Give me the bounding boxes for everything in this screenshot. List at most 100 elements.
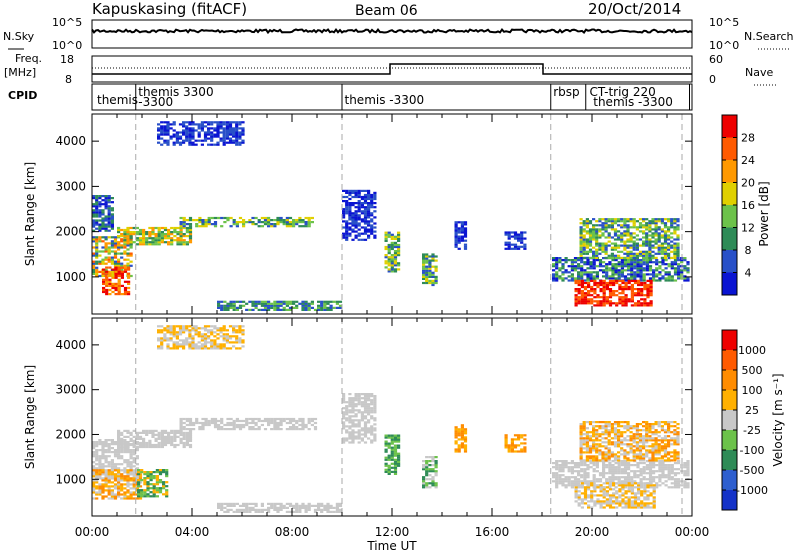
cpid-text: rbsp xyxy=(553,85,579,99)
data-cell xyxy=(342,220,346,223)
data-cell xyxy=(285,304,289,307)
data-cell xyxy=(595,455,599,458)
data-cell xyxy=(605,263,609,266)
data-cell xyxy=(351,407,355,410)
data-cell xyxy=(101,246,105,249)
data-cell xyxy=(636,265,640,268)
data-cell xyxy=(663,222,668,225)
data-cell xyxy=(602,304,606,307)
data-cell xyxy=(182,327,186,330)
data-cell xyxy=(98,455,102,458)
data-cell xyxy=(345,411,349,414)
data-cell xyxy=(624,288,628,291)
data-cell xyxy=(673,259,678,262)
data-cell xyxy=(425,472,429,475)
data-cell xyxy=(107,213,111,216)
data-cell xyxy=(639,273,643,276)
data-cell xyxy=(98,227,102,230)
data-cell xyxy=(220,308,224,311)
data-cell xyxy=(185,428,189,431)
data-cell xyxy=(638,230,643,233)
data-cell xyxy=(517,247,521,250)
data-cell xyxy=(188,329,192,332)
data-cell xyxy=(345,405,349,408)
data-cell xyxy=(323,304,327,307)
data-cell xyxy=(107,449,111,452)
data-cell xyxy=(593,502,597,505)
data-cell xyxy=(357,431,361,434)
data-cell xyxy=(561,279,565,282)
data-cell xyxy=(182,131,186,134)
data-cell xyxy=(238,127,242,130)
data-cell xyxy=(667,277,671,280)
data-cell xyxy=(307,506,311,509)
data-cell xyxy=(612,502,616,505)
data-cell xyxy=(595,464,599,467)
data-cell xyxy=(197,125,201,128)
cpid-text: -3300 xyxy=(138,95,173,109)
data-cell xyxy=(558,277,562,280)
data-cell xyxy=(593,300,597,303)
data-cell xyxy=(307,428,311,431)
data-cell xyxy=(363,417,368,420)
data-cell xyxy=(329,308,333,311)
data-cell xyxy=(345,200,349,203)
data-cell xyxy=(163,329,167,332)
data-cell xyxy=(185,439,189,442)
data-cell xyxy=(220,304,224,307)
data-cell xyxy=(166,139,170,142)
data-cell xyxy=(636,470,640,473)
data-cell xyxy=(384,245,388,249)
data-cell xyxy=(633,281,638,285)
data-cell xyxy=(146,483,150,486)
data-cell xyxy=(254,504,258,507)
data-cell xyxy=(639,472,643,475)
data-cell xyxy=(241,331,245,334)
data-cell xyxy=(582,224,586,227)
data-cell xyxy=(608,464,612,467)
data-cell xyxy=(583,482,588,485)
data-cell xyxy=(673,230,677,233)
data-cell xyxy=(313,426,318,429)
data-cell xyxy=(137,471,141,474)
data-cell xyxy=(263,302,268,305)
data-cell xyxy=(640,502,644,505)
data-cell xyxy=(577,275,581,278)
data-cell xyxy=(670,244,674,247)
data-cell xyxy=(167,237,171,240)
data-cell xyxy=(605,502,609,505)
data-cell xyxy=(107,223,111,226)
data-cell xyxy=(654,246,658,249)
data-cell xyxy=(639,267,643,270)
data-cell xyxy=(561,271,565,274)
data-cell xyxy=(179,221,183,224)
data-cell xyxy=(393,448,398,451)
data-cell xyxy=(295,304,299,307)
data-cell xyxy=(273,428,277,431)
data-cell xyxy=(604,457,608,460)
data-cell xyxy=(652,490,656,493)
data-cell xyxy=(428,273,432,276)
data-cell xyxy=(185,431,189,434)
data-cell xyxy=(105,272,109,275)
data-cell xyxy=(663,218,668,221)
data-cell xyxy=(98,477,102,480)
data-cell xyxy=(138,443,143,447)
data-cell xyxy=(579,244,583,247)
data-cell xyxy=(129,493,133,496)
data-cell xyxy=(317,304,321,307)
data-cell xyxy=(384,262,388,265)
data-cell xyxy=(307,223,311,226)
data-cell xyxy=(660,248,664,251)
data-cell xyxy=(667,242,671,245)
data-cell xyxy=(345,401,349,404)
data-cell xyxy=(586,482,590,485)
data-cell xyxy=(95,473,99,476)
data-cell xyxy=(126,485,130,488)
data-cell xyxy=(157,141,161,144)
data-cell xyxy=(217,504,221,507)
data-cell xyxy=(596,304,600,307)
data-cell xyxy=(222,133,226,136)
data-cell xyxy=(601,248,605,251)
data-cell xyxy=(617,230,621,233)
